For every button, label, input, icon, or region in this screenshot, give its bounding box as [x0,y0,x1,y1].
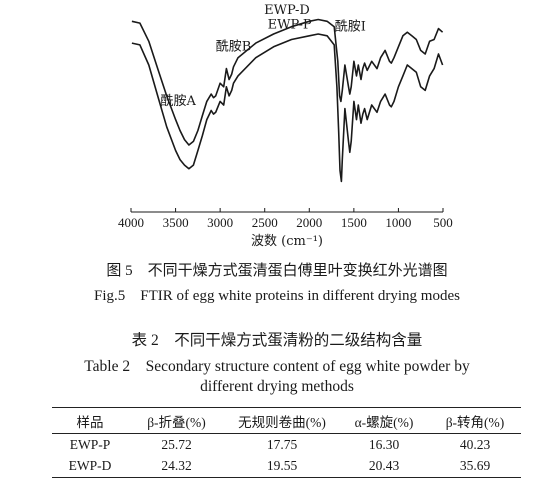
x-tick-label: 1500 [341,215,367,230]
header-beta-sheet: β-折叠(%) [128,407,225,434]
chart-series-layer [131,18,444,183]
table-cell: 25.72 [161,436,192,452]
table-cell: 35.69 [429,455,521,478]
table-cell: 16.30 [368,436,400,452]
header-alpha-helix: α-螺旋(%) [339,407,429,434]
table-caption-en-line1: Table 2 Secondary structure content of e… [84,358,470,375]
x-tick-label: 500 [433,215,453,230]
table-cell: 19.55 [225,455,339,478]
table-caption-cn: 表 2 不同干燥方式蛋清粉的二级结构含量 [131,332,423,349]
x-tick-label: 2500 [252,215,278,230]
figure-caption-cn: 图 5 不同干燥方式蛋清蛋白傅里叶变换红外光谱图 [106,263,448,279]
header-sample: 样品 [52,407,128,434]
table-cell: 24.32 [128,455,225,478]
x-tick-label: 2000 [296,215,322,230]
header-random-coil: 无规则卷曲(%) [225,407,339,434]
ftir-chart: 4000 3500 3000 2500 2000 1500 1000 500 EWP-DEWP… [118,3,453,249]
chart-annotation: 酰胺A [161,94,197,109]
header-beta-turn: β-转角(%) [429,407,521,434]
table-cell: EWP-P [69,436,111,452]
x-tick-label: 3500 [163,215,189,230]
table-row: EWP-P 25.72 17.75 16.30 40.23 [52,434,521,456]
chart-annotation: 酰胺I [335,19,366,34]
x-tick-label: 1000 [385,215,411,230]
table-cell: 40.23 [459,436,491,452]
table-caption-en-line2: different drying methods [200,378,354,395]
secondary-structure-table: 样品 β-折叠(%) 无规则卷曲(%) α-螺旋(%) β-转角(%) EWP-… [52,407,521,478]
series-line-ewp-d [131,18,444,146]
table-cell: 17.75 [266,436,298,452]
series-line-ewp-p [131,33,444,183]
chart-annotation: EWP-P [268,18,312,33]
table-header-row: 样品 β-折叠(%) 无规则卷曲(%) α-螺旋(%) β-转角(%) [52,407,521,434]
chart-annotation: EWP-D [264,3,310,18]
x-axis-ticks: 4000 3500 3000 2500 2000 1500 1000 500 [118,208,453,230]
chart-annotation: 酰胺B [216,39,252,54]
x-tick-label: 4000 [118,215,144,230]
table-cell: EWP-D [52,455,128,478]
x-tick-label: 3000 [207,215,233,230]
table-row: EWP-D 24.32 19.55 20.43 35.69 [52,455,521,478]
figure-caption-en: Fig.5 FTIR of egg white proteins in diff… [94,288,460,304]
x-axis-title: 波数 (cm⁻¹) [251,234,323,249]
table-cell: 20.43 [339,455,429,478]
